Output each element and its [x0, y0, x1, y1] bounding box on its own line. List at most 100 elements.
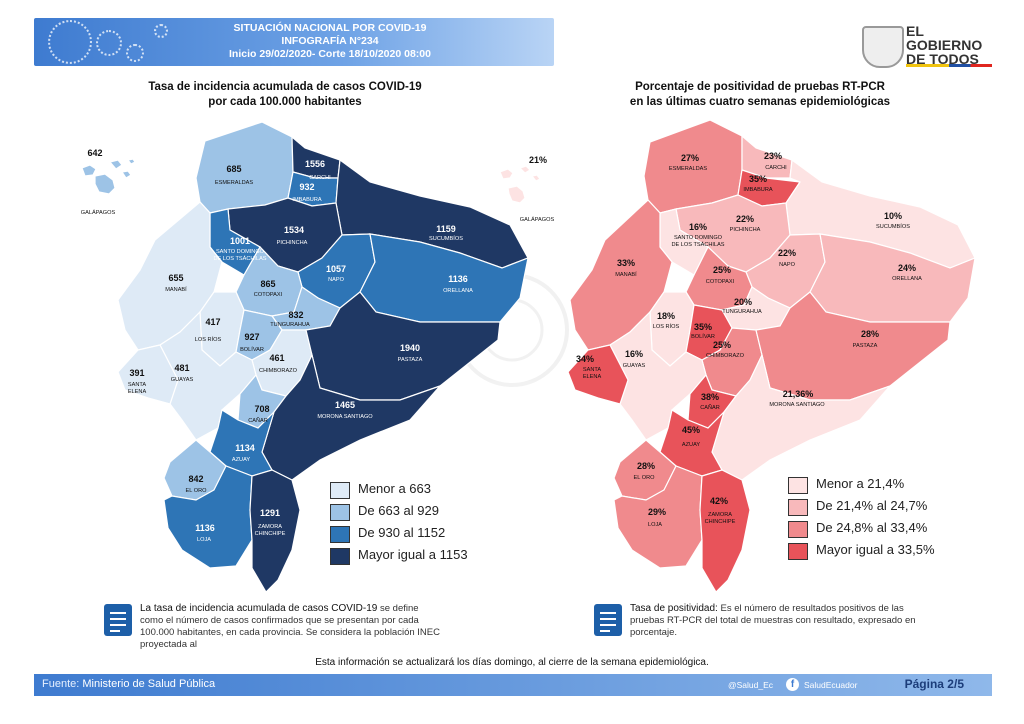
left-map-value-label: 1136 [448, 274, 468, 284]
map-province-santa-elena-r[interactable] [567, 344, 629, 405]
right-map-province-name: NAPO [779, 262, 796, 268]
right-map-value-label: 27% [681, 153, 699, 163]
right-map-province-name: EL ORO [634, 475, 656, 481]
right-map-province-name: PICHINCHA [730, 227, 761, 233]
legend-swatch [788, 521, 808, 538]
left-map-province-name: GALÁPAGOS [81, 209, 116, 216]
header-line-1: SITUACIÓN NACIONAL POR COVID-19 [233, 22, 427, 34]
header-line-3: Inicio 29/02/2020- Corte 18/10/2020 08:0… [229, 48, 431, 60]
right-map-labels: 21% GALÁPAGOS 27% ESMERALDAS 23% CARCHI 35% IMB… [520, 151, 922, 528]
virus-decoration-icon [96, 30, 122, 56]
left-incidence-map [81, 121, 529, 593]
right-map-value-label: 25% [713, 340, 731, 350]
left-map-value-label: 1291 [260, 508, 280, 518]
footer-source-value: Ministerio de Salud Pública [82, 678, 216, 690]
legend-swatch [788, 543, 808, 560]
left-map-value-label: 708 [254, 404, 269, 414]
left-map-value-label: 1465 [335, 400, 355, 410]
map-province-zamora-chinchipe-r[interactable] [699, 469, 751, 593]
right-map-province-name: LOS RÍOS [653, 323, 680, 330]
left-map-province-name: EL ORO [186, 488, 208, 494]
right-map-province-name: CAÑAR [700, 404, 720, 411]
right-map-value-label: 22% [736, 214, 754, 224]
map-province-carchi[interactable] [291, 135, 341, 179]
legend-swatch [330, 482, 350, 499]
left-map-value-label: 655 [168, 273, 183, 283]
legend-label: De 663 al 929 [358, 503, 439, 518]
right-map-value-label: 34% [576, 354, 594, 364]
right-map-value-label: 29% [648, 507, 666, 517]
left-map-province-name: TUNGURAHUA [270, 322, 310, 328]
left-map-value-label: 417 [205, 317, 220, 327]
left-map-value-label: 865 [260, 279, 275, 289]
legend-label: De 24,8% al 33,4% [816, 520, 928, 535]
left-note-term: La tasa de incidencia acumulada de casos… [140, 603, 378, 614]
right-map-province-name: ELENA [583, 374, 602, 380]
map-province-galapagos-r[interactable] [499, 165, 541, 204]
right-map-title: Porcentaje de positividad de pruebas RT-… [610, 80, 910, 110]
left-map-value-label: 642 [87, 148, 102, 158]
logo-line-3: DE TODOS [906, 51, 979, 67]
left-map-value-label: 1534 [284, 225, 304, 235]
right-map-value-label: 18% [657, 311, 675, 321]
right-map-value-label: 38% [701, 392, 719, 402]
left-map-province-name: CHIMBORAZO [259, 368, 298, 374]
map-province-esmeraldas[interactable] [195, 121, 294, 214]
header-line-2: INFOGRAFÍA N°234 [281, 35, 379, 47]
right-map-value-label: 33% [617, 258, 635, 268]
right-map-province-name: COTOPAXI [706, 279, 735, 285]
right-map-province-name: GALÁPAGOS [520, 216, 555, 223]
right-map-province-name: LOJA [648, 522, 662, 528]
right-map-province-name: GUAYAS [623, 363, 646, 369]
footer-bar: Fuente: Ministerio de Salud Pública @Sal… [34, 674, 992, 696]
left-map-province-name: AZUAY [232, 457, 251, 463]
right-map-value-label: 10% [884, 211, 902, 221]
right-map-value-label: 16% [689, 222, 707, 232]
right-map-value-label: 21% [529, 155, 547, 165]
left-map-province-name: MANABÍ [165, 286, 187, 293]
legend-swatch [788, 477, 808, 494]
legend-swatch [330, 548, 350, 565]
left-map-value-label: 1134 [235, 443, 255, 453]
legend-label: Mayor igual a 33,5% [816, 542, 935, 557]
left-map-province-name: CAÑAR [248, 417, 268, 424]
right-map-value-label: 23% [764, 151, 782, 161]
left-map-value-label: 1001 [230, 236, 250, 246]
left-map-province-name: NAPO [328, 277, 345, 283]
left-map-province-name: MORONA SANTIAGO [317, 414, 373, 420]
left-map-value-label: 391 [129, 368, 144, 378]
left-map-province-name: CARCHI [309, 175, 331, 181]
checklist-icon [104, 604, 132, 636]
map-province-galapagos[interactable] [81, 158, 136, 195]
right-note-body: Es el número de resultados positivos de … [630, 603, 916, 638]
right-map-province-name: PASTAZA [853, 343, 878, 349]
right-map-province-name: BOLÍVAR [691, 333, 715, 340]
gobierno-logo: EL GOBIERNO DE TODOS [862, 24, 992, 68]
twitter-handle[interactable]: @Salud_Ec [728, 680, 774, 690]
right-map-value-label: 35% [749, 174, 767, 184]
map-province-santa-elena[interactable] [117, 344, 179, 405]
logo-text: EL GOBIERNO DE TODOS [906, 24, 982, 66]
left-map-province-name: SANTA [128, 382, 147, 388]
map-province-orellana[interactable] [359, 233, 529, 323]
left-definition-note: La tasa de incidencia acumulada de casos… [140, 603, 440, 651]
left-map-value-label: 1556 [305, 159, 325, 169]
map-province-orellana-r[interactable] [809, 233, 976, 323]
right-map-province-name: CHIMBORAZO [706, 353, 745, 359]
left-map-province-name: CHINCHIPE [255, 531, 286, 537]
right-map-province-name: CARCHI [765, 165, 787, 171]
footer-source-label: Fuente: [42, 678, 80, 690]
right-map-province-name: ORELLANA [892, 276, 922, 282]
right-map-value-label: 16% [625, 349, 643, 359]
map-province-zamora-chinchipe[interactable] [249, 469, 301, 593]
legend-label: Mayor igual a 1153 [358, 547, 468, 562]
left-map-province-name: PASTAZA [398, 357, 423, 363]
left-map-province-name: ZAMORA [258, 524, 282, 530]
legend-label: Menor a 663 [358, 481, 431, 496]
facebook-handle[interactable]: SaludEcuador [804, 680, 858, 690]
virus-decoration-icon [48, 20, 92, 64]
right-title-line-1: Porcentaje de positividad de pruebas RT-… [635, 81, 885, 93]
right-map-province-name: SUCUMBÍOS [876, 223, 910, 230]
left-title-line-1: Tasa de incidencia acumulada de casos CO… [148, 81, 422, 93]
right-map-province-name: MANABÍ [615, 271, 637, 278]
